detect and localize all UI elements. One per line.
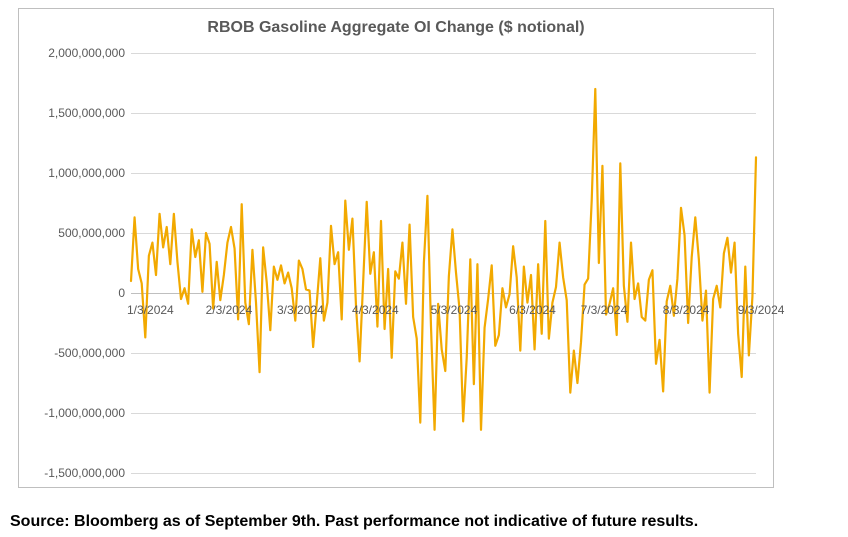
- y-tick-label: 0: [25, 286, 125, 300]
- x-tick-label: 4/3/2024: [352, 303, 399, 317]
- gridline: [131, 473, 756, 474]
- y-tick-label: -1,000,000,000: [25, 406, 125, 420]
- y-tick-label: 1,500,000,000: [25, 106, 125, 120]
- y-tick-label: 500,000,000: [25, 226, 125, 240]
- y-tick-label: -1,500,000,000: [25, 466, 125, 480]
- y-tick-label: 1,000,000,000: [25, 166, 125, 180]
- x-tick-label: 8/3/2024: [663, 303, 710, 317]
- line-series: [131, 53, 756, 473]
- x-tick-label: 9/3/2024: [738, 303, 785, 317]
- x-tick-label: 2/3/2024: [206, 303, 253, 317]
- chart-title: RBOB Gasoline Aggregate OI Change ($ not…: [19, 9, 773, 43]
- x-tick-label: 1/3/2024: [127, 303, 174, 317]
- y-tick-label: 2,000,000,000: [25, 46, 125, 60]
- chart-frame: RBOB Gasoline Aggregate OI Change ($ not…: [18, 8, 774, 488]
- source-note: Source: Bloomberg as of September 9th. P…: [10, 513, 698, 531]
- x-tick-label: 5/3/2024: [431, 303, 478, 317]
- x-tick-label: 3/3/2024: [277, 303, 324, 317]
- plot-area: 1/3/20242/3/20243/3/20244/3/20245/3/2024…: [131, 53, 756, 473]
- x-tick-label: 7/3/2024: [581, 303, 628, 317]
- page: RBOB Gasoline Aggregate OI Change ($ not…: [0, 0, 848, 537]
- y-tick-label: -500,000,000: [25, 346, 125, 360]
- x-tick-label: 6/3/2024: [509, 303, 556, 317]
- series-path: [131, 89, 756, 430]
